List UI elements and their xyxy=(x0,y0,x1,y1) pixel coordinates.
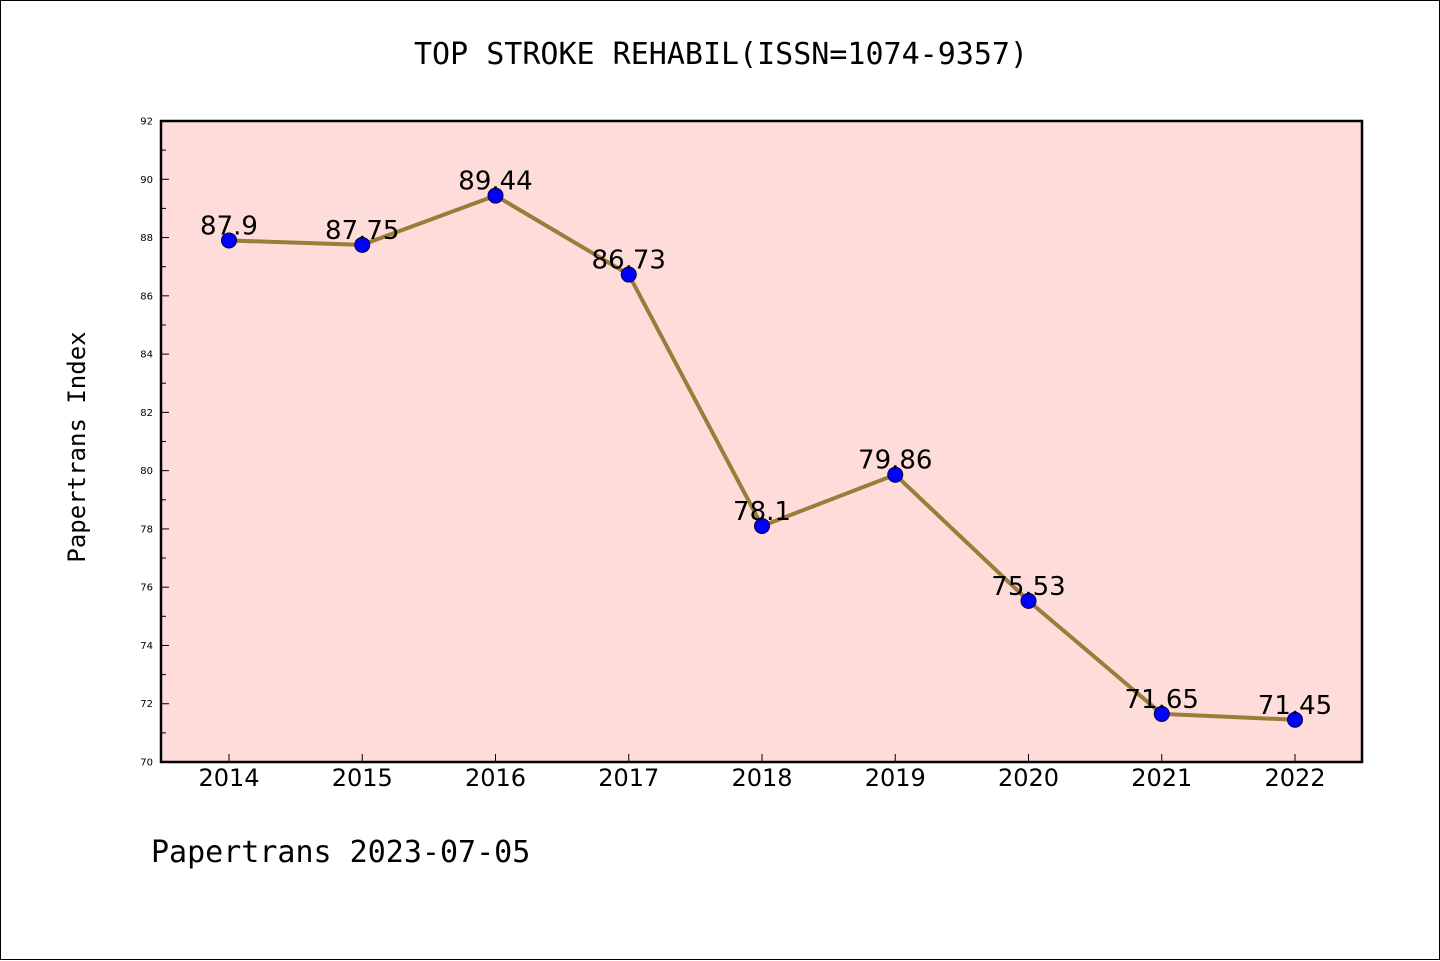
x-tick-label: 2019 xyxy=(865,764,926,792)
data-label: 87.75 xyxy=(325,216,399,246)
data-label: 79.86 xyxy=(858,446,932,476)
y-tick-label: 92 xyxy=(140,117,153,128)
x-tick-label: 2017 xyxy=(598,764,659,792)
plot-area xyxy=(161,121,1362,762)
data-point xyxy=(1153,705,1170,722)
x-tick-label: 2015 xyxy=(332,764,393,792)
series-layer: 87.9 87.75 89.44 86.73 78.1 79.86 75.53 71.65 71… xyxy=(200,167,1332,728)
x-axis: 2014 2015 2016 2017 2018 2019 2020 2021 2022 xyxy=(198,754,1326,792)
data-label: 71.45 xyxy=(1258,691,1332,721)
y-tick-label: 80 xyxy=(140,466,153,477)
y-tick-label: 86 xyxy=(140,291,153,302)
x-tick-label: 2016 xyxy=(465,764,526,792)
x-tick-label: 2014 xyxy=(198,764,259,792)
x-tick-label: 2018 xyxy=(731,764,792,792)
y-tick-label: 82 xyxy=(140,408,153,419)
x-tick-label: 2021 xyxy=(1131,764,1192,792)
y-tick-label: 76 xyxy=(140,583,153,594)
y-tick-label: 88 xyxy=(140,233,153,244)
data-label: 87.9 xyxy=(200,211,258,241)
data-label: 78.1 xyxy=(733,497,791,527)
y-axis: 70 72 74 76 78 80 82 84 86 88 90 92 xyxy=(140,117,169,769)
data-point xyxy=(221,232,237,249)
x-tick-label: 2020 xyxy=(998,764,1059,792)
chart-title: TOP STROKE REHABIL(ISSN=1074-9357) xyxy=(413,37,1029,72)
footer-caption: Papertrans 2023-07-05 xyxy=(151,835,531,870)
y-tick-label: 72 xyxy=(140,699,153,710)
data-label: 71.65 xyxy=(1125,685,1199,715)
data-point xyxy=(1287,711,1303,728)
data-point xyxy=(887,466,904,483)
data-point xyxy=(620,266,637,283)
data-label: 89.44 xyxy=(458,167,532,197)
data-label: 75.53 xyxy=(991,572,1065,602)
y-tick-label: 70 xyxy=(140,758,153,769)
y-tick-label: 78 xyxy=(140,524,153,535)
data-point xyxy=(754,517,770,534)
y-tick-label: 90 xyxy=(140,175,153,186)
data-point xyxy=(354,236,371,253)
data-point xyxy=(487,187,504,204)
y-tick-label: 74 xyxy=(140,641,153,652)
data-point xyxy=(1020,592,1037,609)
plot-frame xyxy=(159,119,1364,764)
data-label: 86.73 xyxy=(592,246,666,276)
x-tick-label: 2022 xyxy=(1264,764,1325,792)
y-tick-label: 84 xyxy=(140,350,153,361)
